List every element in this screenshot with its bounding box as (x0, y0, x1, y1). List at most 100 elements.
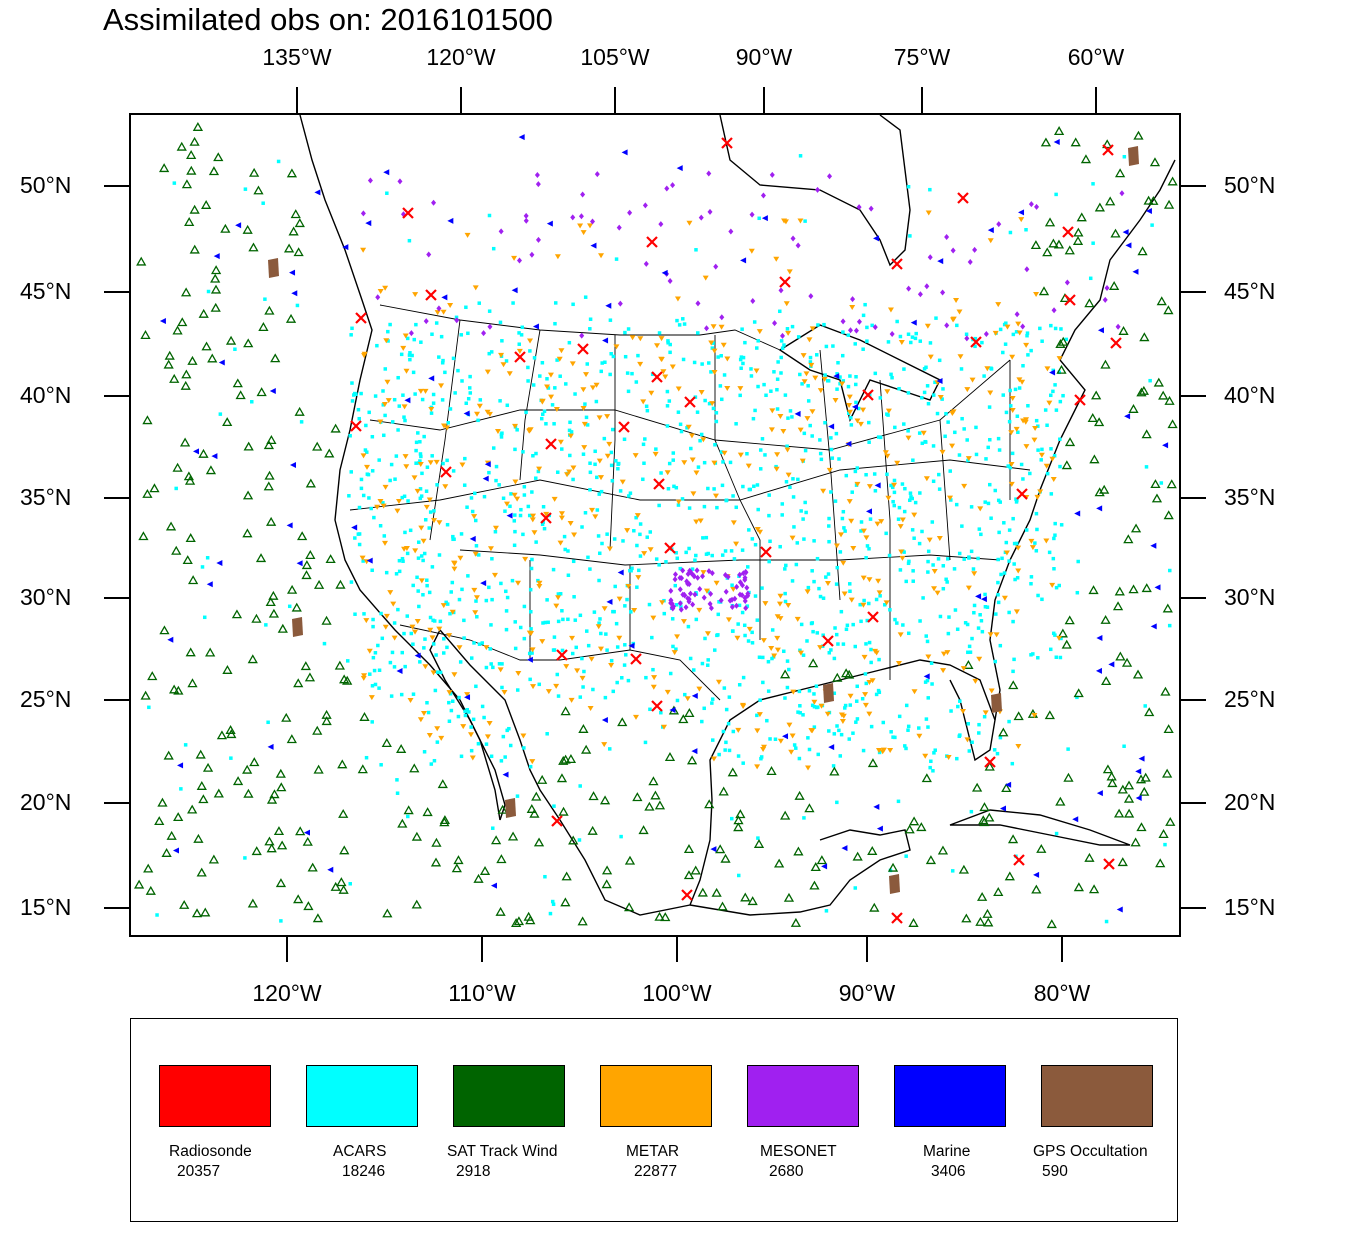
acars-mark (750, 630, 754, 635)
acars-mark (452, 537, 456, 541)
sat-wind-mark (867, 758, 879, 768)
acars-mark (399, 692, 404, 697)
acars-mark (566, 573, 571, 578)
metar-mark (854, 418, 861, 424)
acars-mark (500, 339, 504, 343)
acars-mark (861, 347, 865, 351)
sat-wind-mark (337, 759, 348, 769)
acars-mark (926, 401, 931, 406)
metar-mark (693, 470, 700, 476)
acars-mark (780, 513, 784, 517)
acars-mark (1045, 471, 1050, 476)
sat-wind-mark (269, 789, 280, 799)
metar-mark (412, 292, 419, 298)
acars-mark (806, 399, 811, 403)
acars-mark (1002, 322, 1007, 327)
metar-mark (926, 537, 933, 543)
acars-mark (1058, 399, 1063, 404)
marine-mark (1096, 790, 1103, 797)
acars-mark (812, 539, 816, 543)
acars-mark (642, 461, 646, 465)
acars-mark (785, 327, 790, 331)
acars-mark (361, 493, 366, 498)
acars-mark (370, 434, 375, 439)
legend-label: MESONET (760, 1143, 837, 1160)
mesonet-mark (523, 212, 529, 219)
acars-mark (845, 623, 850, 628)
metar-mark (949, 443, 956, 449)
acars-mark (382, 534, 387, 538)
acars-mark (840, 516, 845, 521)
observation-map (104, 87, 1206, 962)
metar-mark (768, 427, 775, 433)
metar-mark (385, 398, 392, 404)
sat-wind-mark (1073, 227, 1084, 237)
acars-mark (1008, 230, 1013, 235)
radiosonde-mark (684, 396, 696, 408)
metar-mark (527, 338, 534, 344)
marine-mark (490, 882, 497, 889)
sat-wind-mark (654, 911, 665, 921)
gps-occultation-swatch (1041, 1065, 1153, 1127)
acars-mark (588, 567, 592, 571)
marine-mark (428, 375, 435, 382)
acars-mark (829, 490, 833, 494)
metar-mark (451, 566, 458, 572)
metar-mark (737, 386, 744, 392)
metar-mark (937, 394, 944, 400)
marine-mark (761, 215, 768, 222)
acars-mark (950, 869, 955, 873)
acars-mark (720, 397, 724, 402)
marine-mark (213, 253, 220, 260)
acars-mark (1088, 276, 1093, 281)
metar-mark (698, 389, 705, 395)
acars-mark (775, 387, 779, 392)
metar-mark (785, 330, 792, 336)
sat-wind-mark (187, 355, 198, 365)
acars-mark (829, 447, 834, 452)
sat-wind-mark (496, 854, 507, 864)
acars-mark (958, 733, 962, 737)
sat-wind-mark (325, 554, 336, 564)
acars-mark (867, 601, 871, 606)
acars-mark (962, 557, 966, 561)
metar-mark (483, 645, 490, 651)
sat-wind-mark (138, 531, 149, 541)
mesonet-swatch (747, 1065, 859, 1127)
acars-mark (499, 432, 504, 437)
acars-mark (732, 557, 737, 561)
sat-wind-mark (208, 166, 220, 176)
legend-count: 590 (1042, 1163, 1068, 1180)
sat-wind-mark (1165, 816, 1176, 826)
acars-mark (731, 729, 736, 734)
acars-mark (597, 621, 601, 625)
acars-mark (837, 457, 841, 461)
acars-mark (588, 317, 593, 321)
acars-mark (567, 428, 572, 433)
acars-mark (431, 401, 436, 405)
metar-mark (567, 433, 574, 439)
metar-mark (383, 338, 390, 344)
mesonet-mark (1104, 284, 1110, 291)
marine-mark (873, 235, 880, 242)
sat-wind-mark (1070, 137, 1081, 147)
acars-mark (729, 549, 734, 553)
metar-mark (431, 518, 438, 524)
acars-mark (829, 648, 833, 652)
sat-wind-mark (727, 767, 738, 777)
acars-mark (768, 539, 772, 544)
acars-mark (802, 537, 806, 541)
sat-wind-mark (1089, 454, 1100, 464)
metar-mark (982, 710, 989, 716)
acars-mark (749, 367, 753, 371)
acars-mark (705, 663, 710, 667)
sat-wind-mark (431, 837, 442, 847)
metar-mark (648, 390, 655, 396)
mesonet-mark (529, 251, 535, 258)
mesonet-mark (996, 221, 1002, 228)
acars-mark (363, 448, 368, 452)
metar-mark (733, 541, 740, 547)
acars-mark (580, 525, 584, 529)
acars-mark (616, 461, 621, 466)
acars-mark (1048, 647, 1053, 652)
